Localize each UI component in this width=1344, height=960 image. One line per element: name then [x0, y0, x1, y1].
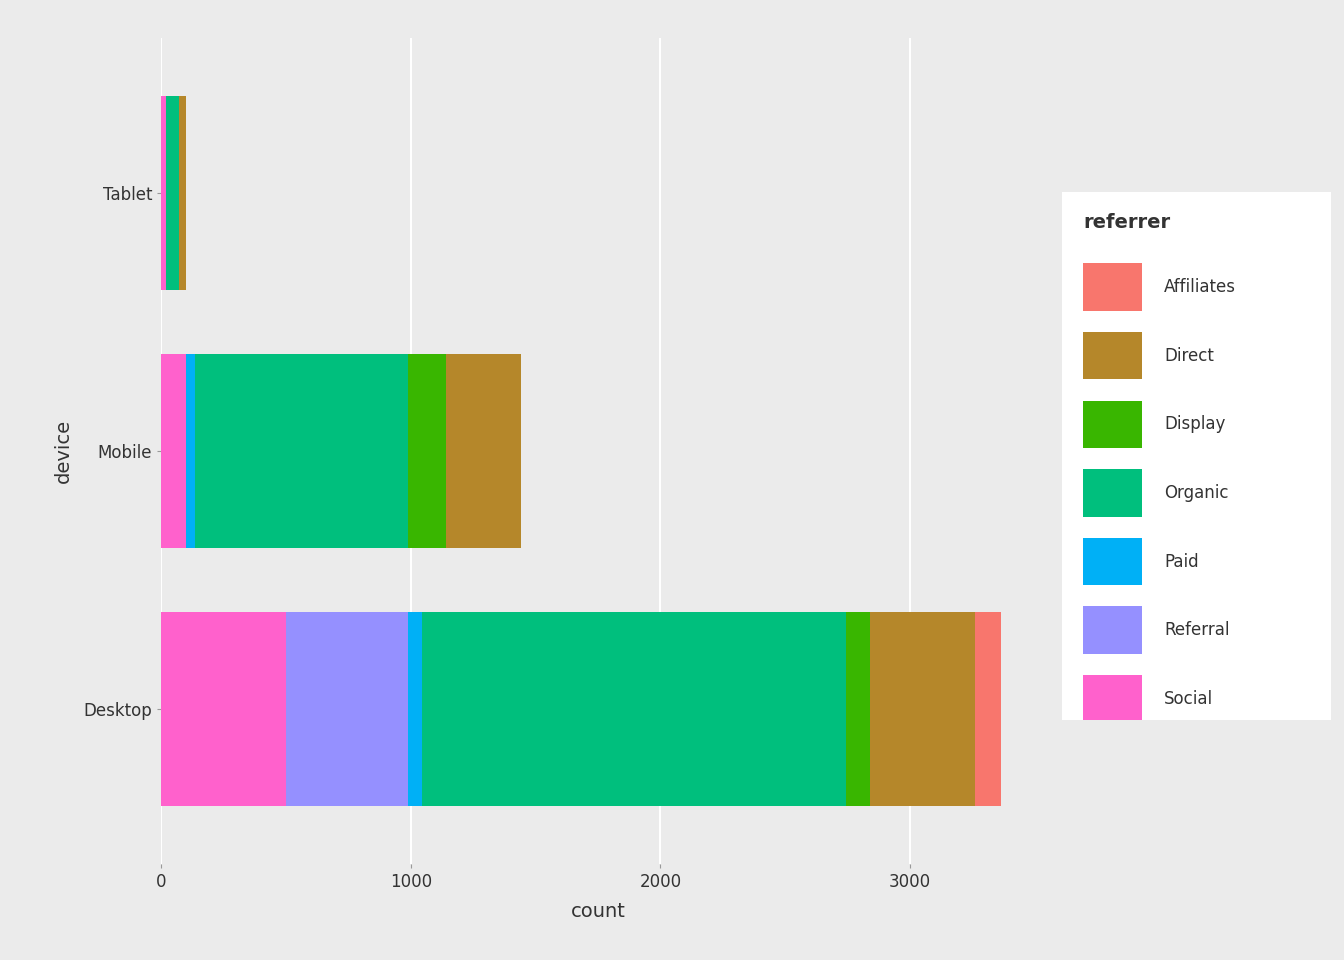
Bar [187, 354, 195, 548]
Bar [422, 612, 847, 806]
FancyBboxPatch shape [1083, 675, 1142, 723]
Text: Social: Social [1164, 690, 1214, 708]
Bar [409, 354, 446, 548]
Text: Paid: Paid [1164, 553, 1199, 570]
Text: Affiliates: Affiliates [1164, 278, 1236, 296]
FancyBboxPatch shape [1083, 607, 1142, 654]
Bar [847, 612, 870, 806]
Bar [195, 354, 409, 548]
Bar [179, 96, 185, 290]
Bar [974, 612, 1001, 806]
FancyBboxPatch shape [1083, 400, 1142, 448]
Bar [161, 354, 187, 548]
Bar [409, 612, 422, 806]
Bar [161, 96, 165, 290]
Text: Display: Display [1164, 416, 1226, 433]
X-axis label: count: count [571, 902, 625, 922]
Bar [165, 96, 179, 290]
Y-axis label: device: device [54, 420, 73, 483]
FancyBboxPatch shape [1083, 332, 1142, 379]
Text: Referral: Referral [1164, 621, 1230, 639]
Text: referrer: referrer [1083, 213, 1171, 232]
Text: Organic: Organic [1164, 484, 1228, 502]
FancyBboxPatch shape [1083, 538, 1142, 586]
Bar [446, 354, 520, 548]
FancyBboxPatch shape [1083, 469, 1142, 516]
Bar [870, 612, 974, 806]
FancyBboxPatch shape [1083, 263, 1142, 311]
Bar [286, 612, 409, 806]
Text: Direct: Direct [1164, 347, 1214, 365]
Bar [161, 612, 286, 806]
